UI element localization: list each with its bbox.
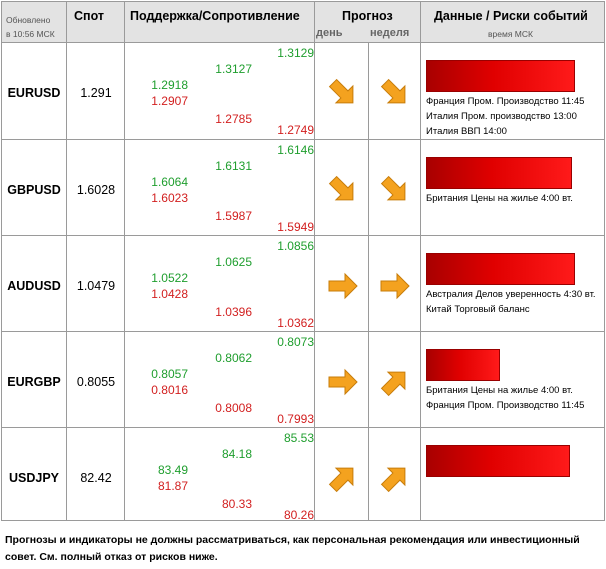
spot-price: 1.6028: [76, 183, 116, 197]
resistance-level-1: 1.2907: [151, 94, 188, 108]
event-item: Франция Пром. Производство 11:45: [426, 96, 585, 107]
forex-table: Обновлено в 10:56 МСК Спот Поддержка/Соп…: [1, 1, 605, 522]
resistance-level-2: 1.0396: [215, 305, 252, 319]
resistance-level-2: 1.5987: [215, 209, 252, 223]
events-header: Данные / Риски событий: [434, 9, 588, 23]
arrow-up-right-icon: [378, 365, 412, 399]
support-level-2: 0.8062: [215, 351, 252, 365]
arrow-up-right-icon: [378, 461, 412, 495]
updated-label: Обновлено: [6, 15, 51, 25]
spot-price: 0.8055: [76, 375, 116, 389]
divider: [314, 2, 315, 520]
disclaimer-text: Прогнозы и индикаторы не должны рассматр…: [5, 534, 580, 563]
resistance-level-1: 0.8016: [151, 383, 188, 397]
divider: [420, 2, 421, 520]
support-level-2: 1.0625: [215, 255, 252, 269]
event-item: Франция Пром. Производство 11:45: [426, 400, 585, 411]
support-level-2: 1.3127: [215, 62, 252, 76]
support-level-1: 83.49: [157, 463, 188, 477]
pair-name: EURGBP: [7, 375, 61, 389]
arrow-down-right-icon: [326, 76, 360, 110]
arrow-right-icon: [378, 269, 412, 303]
support-level-3: 1.6146: [277, 143, 314, 157]
risk-bar: [426, 157, 572, 189]
pair-name: EURUSD: [7, 86, 61, 100]
divider: [2, 427, 604, 428]
forecast-day-header: день: [316, 27, 343, 39]
event-item: Италия Пром. производство 13:00: [426, 111, 577, 122]
events-time-header: время МСК: [488, 29, 533, 39]
support-level-1: 1.0522: [151, 271, 188, 285]
pair-name: USDJPY: [8, 471, 60, 485]
divider: [2, 331, 604, 332]
risk-bar: [426, 349, 500, 381]
risk-bar: [426, 60, 575, 92]
pair-name: AUDUSD: [7, 279, 61, 293]
arrow-down-right-icon: [378, 173, 412, 207]
resistance-level-3: 80.26: [283, 508, 314, 522]
support-level-3: 85.53: [283, 431, 314, 445]
forecast-week-header: неделя: [370, 27, 410, 39]
resistance-level-2: 80.33: [221, 497, 252, 511]
forecast-header: Прогноз: [342, 9, 393, 23]
resistance-level-1: 1.0428: [151, 287, 188, 301]
resistance-level-2: 0.8008: [215, 401, 252, 415]
divider: [124, 2, 125, 520]
arrow-up-right-icon: [326, 461, 360, 495]
spot-price: 1.0479: [76, 279, 116, 293]
arrow-right-icon: [326, 269, 360, 303]
spot-header: Спот: [74, 9, 105, 23]
divider: [2, 235, 604, 236]
support-level-1: 1.2918: [151, 78, 188, 92]
risk-bar: [426, 253, 575, 285]
support-level-3: 1.0856: [277, 239, 314, 253]
resistance-level-3: 0.7993: [277, 412, 314, 426]
table-header: Обновлено в 10:56 МСК Спот Поддержка/Соп…: [2, 2, 604, 42]
support-level-2: 84.18: [221, 447, 252, 461]
arrow-down-right-icon: [378, 76, 412, 110]
spot-price: 82.42: [80, 471, 112, 485]
updated-time: в 10:56 МСК: [6, 29, 55, 39]
resistance-level-3: 1.5949: [277, 220, 314, 234]
spot-price: 1.291: [80, 86, 112, 100]
event-item: Китай Торговый баланс: [426, 304, 530, 315]
support-level-3: 0.8073: [277, 335, 314, 349]
resistance-level-3: 1.0362: [277, 316, 314, 330]
resistance-level-3: 1.2749: [277, 123, 314, 137]
support-resistance-header: Поддержка/Сопротивление: [130, 9, 300, 23]
pair-name: GBPUSD: [7, 183, 61, 197]
arrow-down-right-icon: [326, 173, 360, 207]
resistance-level-1: 81.87: [157, 479, 188, 493]
support-level-1: 1.6064: [151, 175, 188, 189]
event-item: Италия ВВП 14:00: [426, 126, 507, 137]
support-level-2: 1.6131: [215, 159, 252, 173]
support-level-3: 1.3129: [277, 46, 314, 60]
risk-bar: [426, 445, 570, 477]
divider: [2, 42, 604, 43]
event-item: Британия Цены на жилье 4:00 вт.: [426, 385, 573, 396]
arrow-right-icon: [326, 365, 360, 399]
divider: [2, 139, 604, 140]
event-item: Австралия Делов уверенность 4:30 вт.: [426, 289, 596, 300]
resistance-level-2: 1.2785: [215, 112, 252, 126]
divider: [66, 2, 67, 520]
resistance-level-1: 1.6023: [151, 191, 188, 205]
event-item: Британия Цены на жилье 4:00 вт.: [426, 193, 573, 204]
support-level-1: 0.8057: [151, 367, 188, 381]
divider: [368, 42, 369, 520]
